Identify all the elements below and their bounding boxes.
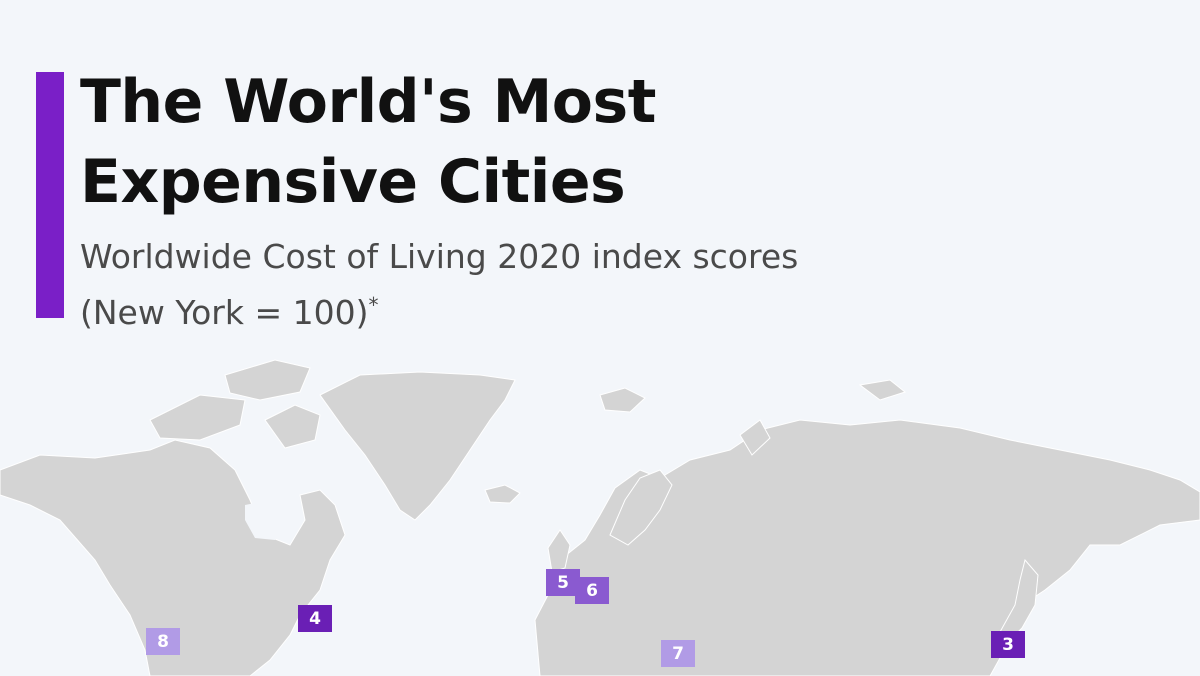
arctic-island-1 — [149, 394, 246, 441]
arctic-island-2 — [224, 359, 311, 401]
novaya-zemlya — [739, 419, 771, 456]
arctic-island-3 — [264, 404, 321, 449]
city-markers: 3 4 5 6 7 8 — [146, 569, 1025, 667]
british-isles — [547, 529, 571, 573]
marker-box — [146, 628, 180, 655]
title-line-1: The World's Most — [80, 67, 656, 137]
marker-label: 3 — [1002, 635, 1014, 655]
scandinavia — [609, 469, 673, 546]
marker-rank-6[interactable]: 6 — [575, 577, 609, 604]
svalbard — [599, 387, 646, 413]
north-america — [0, 439, 346, 676]
eurasia — [534, 419, 1200, 676]
subtitle: Worldwide Cost of Living 2020 index scor… — [80, 233, 980, 337]
land-masses — [0, 359, 1200, 676]
subtitle-line-1: Worldwide Cost of Living 2020 index scor… — [80, 237, 799, 276]
page-title: The World's Most Expensive Cities — [80, 62, 840, 222]
marker-box — [546, 569, 580, 596]
marker-box — [298, 605, 332, 632]
title-line-2: Expensive Cities — [80, 147, 626, 217]
marker-rank-3[interactable]: 3 — [991, 631, 1025, 658]
marker-rank-7[interactable]: 7 — [661, 640, 695, 667]
marker-rank-4[interactable]: 4 — [298, 605, 332, 632]
marker-box — [991, 631, 1025, 658]
greenland — [319, 371, 516, 521]
marker-label: 8 — [157, 632, 169, 652]
marker-box — [661, 640, 695, 667]
accent-bar — [36, 72, 64, 318]
marker-rank-5[interactable]: 5 — [546, 569, 580, 596]
subtitle-line-2: (New York = 100) — [80, 293, 369, 332]
severnaya-zemlya — [858, 379, 907, 401]
hudson-bay — [245, 500, 285, 540]
marker-label: 6 — [586, 581, 598, 601]
iceland — [484, 484, 521, 504]
marker-label: 4 — [309, 609, 321, 629]
marker-label: 5 — [557, 573, 569, 593]
marker-rank-8[interactable]: 8 — [146, 628, 180, 655]
marker-label: 7 — [672, 644, 684, 664]
marker-box — [575, 577, 609, 604]
subtitle-footnote-mark: * — [368, 293, 379, 317]
